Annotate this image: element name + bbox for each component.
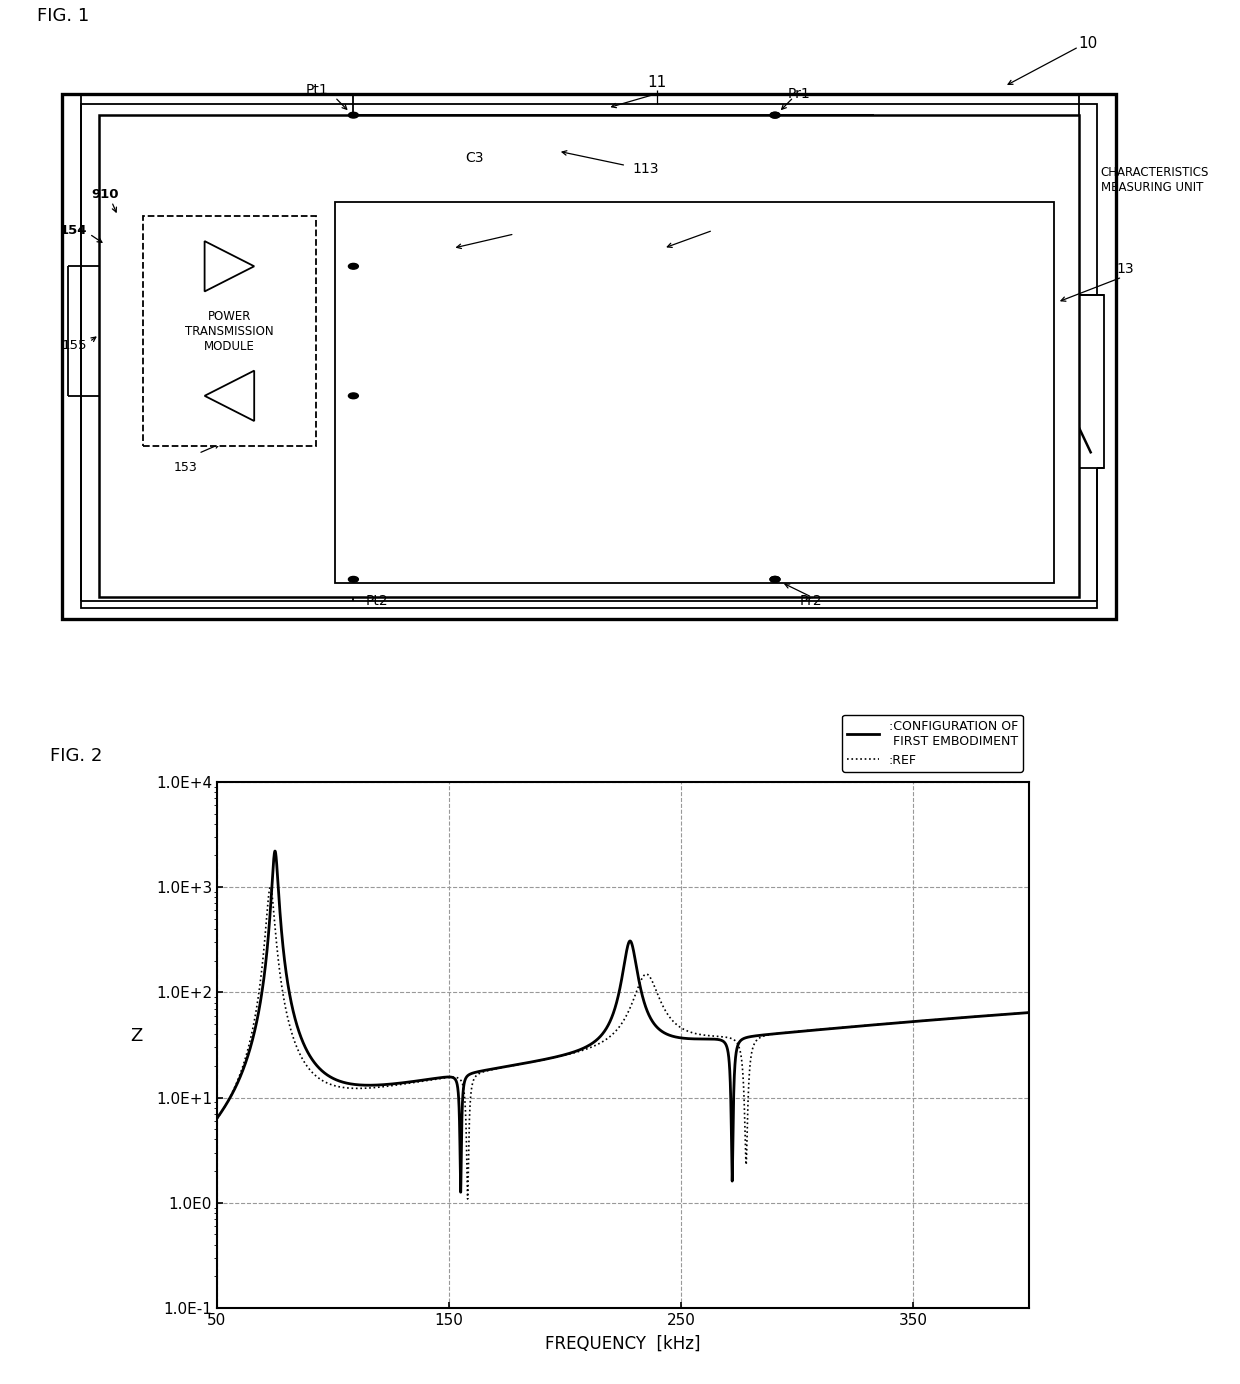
Bar	[81, 104, 1097, 608]
X-axis label: FREQUENCY  [kHz]: FREQUENCY [kHz]	[546, 1334, 701, 1352]
Text: POWER
TRANSMISSION
MODULE: POWER TRANSMISSION MODULE	[185, 310, 274, 353]
Text: C3: C3	[465, 151, 484, 165]
Circle shape	[770, 112, 780, 118]
Circle shape	[770, 112, 780, 118]
Text: 112: 112	[719, 227, 745, 241]
Circle shape	[770, 577, 780, 583]
Text: 13: 13	[1116, 263, 1133, 277]
Polygon shape	[205, 371, 254, 421]
Text: Pr1: Pr1	[787, 87, 810, 101]
Text: Pt1: Pt1	[306, 83, 329, 97]
Legend: :CONFIGURATION OF
 FIRST EMBODIMENT, :REF: :CONFIGURATION OF FIRST EMBODIMENT, :REF	[842, 714, 1023, 772]
Text: 152: 152	[260, 428, 284, 441]
Text: 10: 10	[1079, 36, 1099, 51]
Text: 155: 155	[61, 339, 87, 352]
Text: 113: 113	[632, 162, 658, 176]
Bar	[62, 94, 1116, 619]
Bar	[335, 202, 1054, 583]
Text: 153: 153	[174, 461, 198, 473]
Circle shape	[348, 577, 358, 583]
Circle shape	[348, 263, 358, 268]
Text: PSEUDO-COUPLING CIRCUIT: PSEUDO-COUPLING CIRCUIT	[606, 559, 782, 572]
Text: 111: 111	[521, 231, 547, 245]
Bar	[1011, 295, 1104, 468]
Circle shape	[348, 393, 358, 399]
Text: 910: 910	[92, 188, 119, 201]
Text: POWER
RECEPTION
CIRCUIT: POWER RECEPTION CIRCUIT	[863, 360, 929, 403]
Text: Pt2: Pt2	[366, 594, 388, 608]
Bar	[812, 317, 980, 446]
Text: C2: C2	[636, 295, 653, 309]
Bar	[143, 216, 316, 446]
Y-axis label: Z: Z	[130, 1027, 143, 1045]
Text: 154: 154	[60, 224, 87, 237]
Text: FIG. 2: FIG. 2	[50, 747, 102, 765]
Text: CHARACTERISTICS
MEASURING UNIT: CHARACTERISTICS MEASURING UNIT	[1101, 166, 1209, 194]
Circle shape	[348, 112, 358, 118]
Text: C1: C1	[424, 295, 444, 309]
Bar	[99, 115, 1079, 598]
Text: FIG. 1: FIG. 1	[37, 7, 89, 25]
Text: 12: 12	[899, 295, 918, 309]
Text: 151: 151	[260, 224, 284, 238]
Text: Pr2: Pr2	[800, 594, 822, 608]
Circle shape	[770, 577, 780, 583]
Polygon shape	[205, 241, 254, 292]
Text: 11: 11	[647, 75, 667, 90]
